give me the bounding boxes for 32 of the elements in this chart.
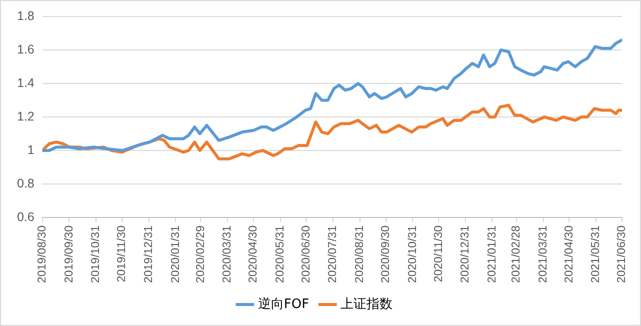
x-tick-label: 2019/09/30 [63,225,76,284]
x-tick-label: 2021/04/30 [563,225,576,284]
x-tick-label: 2020/12/31 [460,225,472,284]
x-tick-label: 2019/11/30 [116,225,128,282]
x-tick-label: 2020/08/31 [354,225,366,284]
x-tick-label: 2020/02/29 [194,225,207,284]
x-tick-label: 2021/05/31 [590,225,602,284]
y-tick-label: 1.2 [16,109,34,124]
x-tick-label: 2020/09/30 [380,225,392,284]
x-tick-label: 2020/10/31 [406,225,419,284]
x-tick-label: 2021/02/28 [510,225,523,284]
x-tick-label: 2020/01/31 [170,225,182,284]
x-tick-label: 2021/03/31 [537,225,550,284]
y-tick-label: 1.4 [16,76,34,90]
x-tick-label: 2020/06/30 [300,225,312,284]
y-tick-label: 1.8 [16,8,34,23]
y-tick-label: 1 [27,142,34,157]
x-tick-label: 2019/12/31 [142,225,155,284]
legend-label: 逆向FOF [258,296,310,312]
x-tick-label: 2021/06/30 [616,225,628,284]
x-tick-label: 2020/03/31 [222,225,234,284]
y-tick-label: 0.6 [16,210,34,224]
x-tick-label: 2020/04/30 [248,225,260,284]
x-tick-label: 2019/10/31 [90,225,102,284]
x-tick-label: 2020/05/31 [274,225,286,284]
legend-label: 上证指数 [340,296,393,312]
y-tick-label: 0.8 [16,176,34,190]
x-tick-label: 2019/08/30 [36,225,49,284]
x-tick-label: 2021/01/31 [486,225,498,284]
x-tick-label: 2020/11/30 [432,225,445,282]
x-tick-label: 2020/07/31 [327,225,340,284]
y-tick-label: 1.6 [16,42,34,56]
